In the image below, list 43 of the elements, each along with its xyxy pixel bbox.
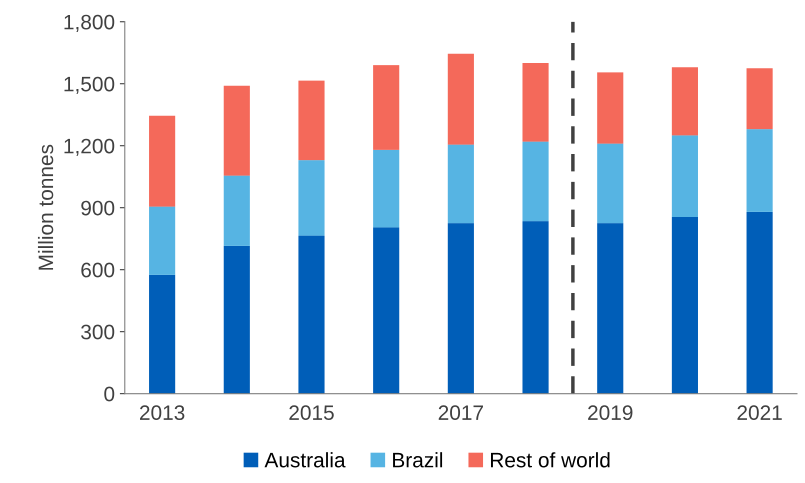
y-tick-label: 600 bbox=[81, 262, 114, 278]
bar bbox=[149, 206, 176, 275]
bar bbox=[373, 227, 400, 394]
bar bbox=[224, 176, 250, 246]
y-tick-label: 1,800 bbox=[64, 14, 114, 32]
y-tick-label: 1,200 bbox=[64, 138, 114, 156]
y-tick-label: 300 bbox=[81, 324, 114, 340]
legend-label: Brazil bbox=[393, 452, 442, 468]
bar bbox=[373, 150, 400, 228]
bar bbox=[522, 142, 549, 222]
bar bbox=[149, 274, 176, 394]
bar bbox=[597, 72, 624, 144]
bar bbox=[597, 144, 624, 224]
bar bbox=[746, 212, 773, 394]
bar bbox=[746, 129, 773, 212]
bar bbox=[672, 135, 698, 217]
x-tick-label: 2013 bbox=[140, 405, 184, 420]
bar bbox=[224, 86, 250, 176]
bar bbox=[298, 160, 325, 236]
y-tick-label: 1,500 bbox=[64, 76, 114, 94]
bar bbox=[746, 68, 773, 130]
legend-label: Rest of world bbox=[491, 452, 610, 468]
x-tick-label: 2017 bbox=[438, 405, 483, 420]
bar bbox=[672, 67, 698, 136]
bar bbox=[224, 246, 250, 394]
bar bbox=[522, 63, 549, 142]
bar bbox=[298, 236, 325, 394]
bar bbox=[597, 223, 624, 394]
x-tick-label: 2021 bbox=[737, 405, 782, 420]
bar bbox=[672, 216, 698, 394]
bar bbox=[448, 223, 474, 394]
y-tick-label: 0 bbox=[104, 386, 114, 402]
bar bbox=[448, 144, 474, 224]
x-tick-label: 2015 bbox=[289, 405, 334, 420]
bar bbox=[522, 221, 549, 394]
y-axis-title: Million tonnes bbox=[38, 144, 54, 270]
x-tick-label: 2019 bbox=[588, 405, 632, 420]
y-tick-label: 900 bbox=[81, 200, 114, 216]
bar bbox=[373, 65, 400, 150]
bar bbox=[298, 80, 325, 160]
bar bbox=[448, 54, 474, 145]
bar bbox=[149, 116, 176, 207]
legend-label: Australia bbox=[264, 452, 346, 468]
